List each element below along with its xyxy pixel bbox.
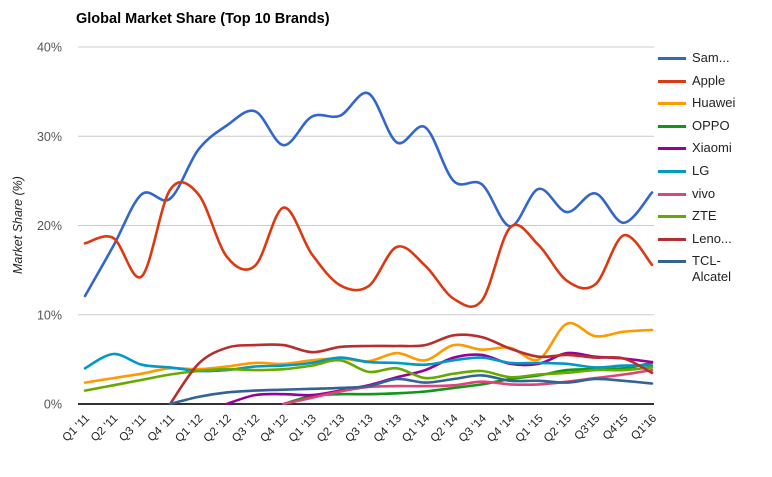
x-tick-label: Q1 '12 bbox=[173, 413, 205, 445]
legend-item-apple: Apple bbox=[658, 73, 770, 96]
x-tick-label: Q2 '11 bbox=[89, 413, 121, 445]
y-axis-title: Market Share (%) bbox=[11, 176, 25, 274]
x-tick-label: Q1'16 bbox=[629, 413, 659, 443]
x-tick-label: Q3 '11 bbox=[117, 413, 149, 445]
legend-swatch bbox=[658, 57, 686, 60]
x-tick-label: Q2 '14 bbox=[428, 412, 461, 445]
legend-label: Leno... bbox=[692, 230, 732, 246]
series-line-samsung bbox=[83, 91, 654, 298]
legend-label: ZTE bbox=[692, 208, 717, 224]
legend-item-xiaomi: Xiaomi bbox=[658, 140, 770, 163]
chart-title: Global Market Share (Top 10 Brands) bbox=[76, 11, 330, 27]
series-line-tcl-alcatel bbox=[168, 374, 654, 405]
legend-label: vivo bbox=[692, 185, 716, 201]
legend-swatch bbox=[658, 169, 686, 173]
x-tick-label: Q2 '13 bbox=[315, 413, 347, 445]
y-tick-label: 40% bbox=[37, 41, 62, 55]
legend-item-huawei: Huawei bbox=[658, 95, 770, 118]
y-tick-label: 10% bbox=[37, 308, 62, 322]
legend-label: Apple bbox=[692, 72, 726, 88]
legend-item-lg: LG bbox=[658, 163, 770, 186]
y-tick-label: 20% bbox=[37, 219, 62, 233]
legend-item-tcl-alcatel: TCL- Alcatel bbox=[658, 253, 770, 285]
series-line-lenovo bbox=[168, 333, 654, 405]
x-tick-label: Q1 '14 bbox=[400, 412, 433, 445]
legend-label: Sam... bbox=[692, 50, 730, 65]
legend-swatch bbox=[658, 102, 686, 106]
series-line-lg bbox=[83, 352, 654, 373]
legend-item-samsung: Sam... bbox=[658, 50, 770, 73]
legend-label: TCL- Alcatel bbox=[692, 253, 732, 285]
legend-label: Huawei bbox=[692, 95, 736, 111]
legend-label: Xiaomi bbox=[692, 140, 732, 156]
series-line-apple bbox=[83, 180, 654, 308]
legend-item-lenovo: Leno... bbox=[658, 231, 770, 254]
legend-label: LG bbox=[692, 162, 710, 178]
x-tick-label: Q4 '14 bbox=[485, 412, 518, 445]
x-tick-label: Q4'15 bbox=[601, 413, 631, 443]
x-tick-label: Q3 '14 bbox=[457, 412, 490, 445]
x-tick-label: Q1 '15 bbox=[514, 413, 546, 445]
y-tick-label: 0% bbox=[44, 398, 62, 412]
legend-swatch bbox=[658, 215, 686, 219]
chart-legend: Sam... Apple Huawei OPPO Xiaomi LG vivo ZTE Leno… bbox=[658, 50, 770, 285]
x-tick-label: Q3 '13 bbox=[343, 413, 375, 445]
legend-label: OPPO bbox=[692, 117, 730, 133]
x-tick-label: Q4 '13 bbox=[372, 413, 404, 445]
legend-swatch bbox=[658, 237, 686, 241]
x-tick-label: Q1 '13 bbox=[287, 413, 319, 445]
x-tick-label: Q4 '11 bbox=[146, 413, 178, 445]
legend-swatch bbox=[658, 79, 686, 83]
legend-item-vivo: vivo bbox=[658, 186, 770, 209]
x-tick-label: Q4 '12 bbox=[258, 413, 290, 445]
x-tick-label: Q3 '12 bbox=[230, 413, 262, 445]
legend-swatch bbox=[658, 124, 686, 128]
x-tick-label: Q2 '12 bbox=[202, 413, 234, 445]
x-tick-label: Q1 '11 bbox=[61, 413, 93, 445]
legend-swatch bbox=[658, 147, 686, 151]
legend-swatch bbox=[658, 192, 686, 196]
legend-item-zte: ZTE bbox=[658, 208, 770, 231]
x-tick-label: Q3'15 bbox=[572, 413, 602, 443]
y-tick-label: 30% bbox=[37, 130, 62, 144]
x-tick-label: Q2 '15 bbox=[542, 413, 574, 445]
legend-swatch bbox=[658, 260, 686, 264]
legend-item-oppo: OPPO bbox=[658, 118, 770, 141]
series-line-zte bbox=[83, 358, 654, 392]
